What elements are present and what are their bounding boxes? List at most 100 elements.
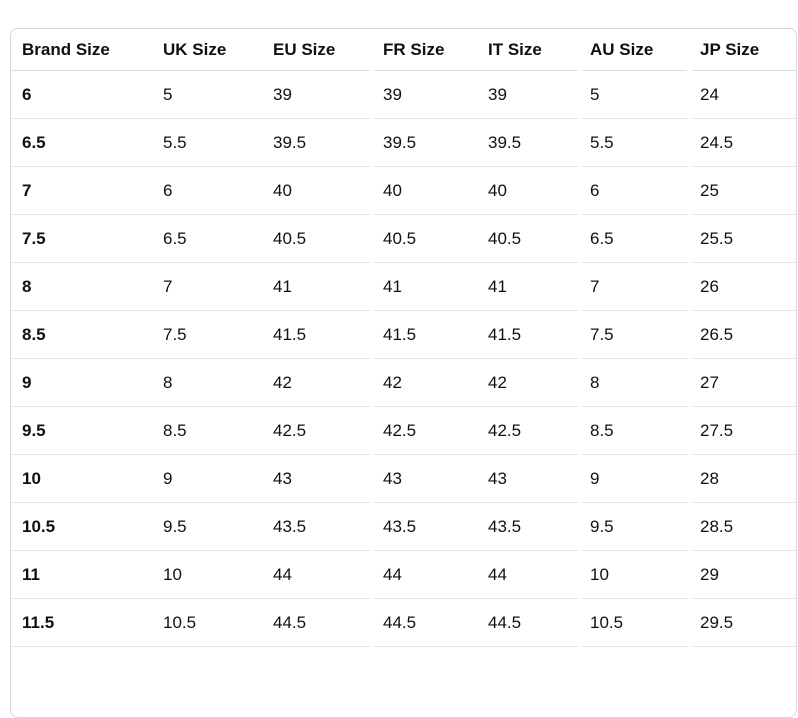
size-cell: 25 xyxy=(687,167,796,215)
size-cell: 44 xyxy=(370,551,477,599)
size-cell: 8 xyxy=(577,359,689,407)
size-cell: 25.5 xyxy=(687,215,796,263)
table-row: 6.5 5.5 39.5 39.5 39.5 5.5 24.5 xyxy=(11,119,796,167)
size-cell: 40 xyxy=(370,167,477,215)
table-row: 8 7 41 41 41 7 26 xyxy=(11,263,796,311)
size-cell: 26.5 xyxy=(687,311,796,359)
size-cell: 39.5 xyxy=(262,119,372,167)
table-row: 11 10 44 44 44 10 29 xyxy=(11,551,796,599)
column-header-au-size: AU Size xyxy=(577,29,689,71)
size-cell: 7.5 xyxy=(577,311,689,359)
brand-size-cell: 9 xyxy=(11,359,152,407)
size-cell: 7 xyxy=(152,263,262,311)
size-cell: 44.5 xyxy=(477,599,579,647)
table-header: Brand Size UK Size EU Size FR Size IT Size AU… xyxy=(11,29,796,71)
table-row: 9 8 42 42 42 8 27 xyxy=(11,359,796,407)
size-cell: 43.5 xyxy=(370,503,477,551)
size-cell: 10.5 xyxy=(577,599,689,647)
size-cell: 24.5 xyxy=(687,119,796,167)
size-cell: 9.5 xyxy=(152,503,262,551)
brand-size-cell: 10 xyxy=(11,455,152,503)
table-row: 7.5 6.5 40.5 40.5 40.5 6.5 25.5 xyxy=(11,215,796,263)
size-cell: 39 xyxy=(370,71,477,119)
size-cell: 41 xyxy=(370,263,477,311)
size-cell: 42.5 xyxy=(477,407,579,455)
size-cell: 43 xyxy=(477,455,579,503)
size-cell: 43.5 xyxy=(262,503,372,551)
size-cell: 41.5 xyxy=(370,311,477,359)
column-header-eu-size: EU Size xyxy=(262,29,372,71)
size-cell: 42 xyxy=(477,359,579,407)
size-cell: 40.5 xyxy=(477,215,579,263)
size-cell: 39 xyxy=(477,71,579,119)
size-cell: 41.5 xyxy=(262,311,372,359)
column-header-fr-size: FR Size xyxy=(370,29,477,71)
size-cell: 6 xyxy=(577,167,689,215)
size-cell: 10 xyxy=(577,551,689,599)
table-body: 6 5 39 39 39 5 24 6.5 5.5 39.5 39.5 39.5 5.5 24.5 7 6 40… xyxy=(11,71,796,647)
table-row: 11.5 10.5 44.5 44.5 44.5 10.5 29.5 xyxy=(11,599,796,647)
size-cell: 10.5 xyxy=(152,599,262,647)
size-cell: 43 xyxy=(370,455,477,503)
size-cell: 7.5 xyxy=(152,311,262,359)
header-row: Brand Size UK Size EU Size FR Size IT Size AU… xyxy=(11,29,796,71)
brand-size-cell: 7 xyxy=(11,167,152,215)
size-cell: 28 xyxy=(687,455,796,503)
size-cell: 6 xyxy=(152,167,262,215)
brand-size-cell: 11.5 xyxy=(11,599,152,647)
brand-size-cell: 8.5 xyxy=(11,311,152,359)
size-cell: 40 xyxy=(477,167,579,215)
size-cell: 41 xyxy=(477,263,579,311)
brand-size-cell: 6.5 xyxy=(11,119,152,167)
size-cell: 40.5 xyxy=(262,215,372,263)
table-row: 7 6 40 40 40 6 25 xyxy=(11,167,796,215)
size-cell: 39 xyxy=(262,71,372,119)
size-cell: 44.5 xyxy=(370,599,477,647)
table-row: 6 5 39 39 39 5 24 xyxy=(11,71,796,119)
size-cell: 40 xyxy=(262,167,372,215)
size-cell: 27.5 xyxy=(687,407,796,455)
size-cell: 42.5 xyxy=(262,407,372,455)
size-cell: 5 xyxy=(152,71,262,119)
brand-size-cell: 7.5 xyxy=(11,215,152,263)
column-header-it-size: IT Size xyxy=(477,29,579,71)
size-cell: 9 xyxy=(577,455,689,503)
size-cell: 43.5 xyxy=(477,503,579,551)
size-cell: 7 xyxy=(577,263,689,311)
size-chart-panel[interactable]: Brand Size UK Size EU Size FR Size IT Size AU… xyxy=(10,28,797,718)
brand-size-cell: 8 xyxy=(11,263,152,311)
size-cell: 39.5 xyxy=(370,119,477,167)
size-cell: 42.5 xyxy=(370,407,477,455)
size-cell: 27 xyxy=(687,359,796,407)
size-cell: 29 xyxy=(687,551,796,599)
size-cell: 41 xyxy=(262,263,372,311)
size-cell: 5.5 xyxy=(152,119,262,167)
size-cell: 44 xyxy=(477,551,579,599)
brand-size-cell: 11 xyxy=(11,551,152,599)
size-cell: 41.5 xyxy=(477,311,579,359)
column-header-uk-size: UK Size xyxy=(152,29,262,71)
size-cell: 42 xyxy=(262,359,372,407)
size-cell: 8.5 xyxy=(152,407,262,455)
size-cell: 10 xyxy=(152,551,262,599)
table-row: 9.5 8.5 42.5 42.5 42.5 8.5 27.5 xyxy=(11,407,796,455)
size-cell: 5.5 xyxy=(577,119,689,167)
brand-size-cell: 9.5 xyxy=(11,407,152,455)
size-cell: 44.5 xyxy=(262,599,372,647)
column-header-jp-size: JP Size xyxy=(687,29,796,71)
size-cell: 8 xyxy=(152,359,262,407)
brand-size-cell: 6 xyxy=(11,71,152,119)
size-cell: 39.5 xyxy=(477,119,579,167)
size-cell: 29.5 xyxy=(687,599,796,647)
table-row: 10.5 9.5 43.5 43.5 43.5 9.5 28.5 xyxy=(11,503,796,551)
size-cell: 26 xyxy=(687,263,796,311)
size-cell: 8.5 xyxy=(577,407,689,455)
table-row: 10 9 43 43 43 9 28 xyxy=(11,455,796,503)
size-conversion-table: Brand Size UK Size EU Size FR Size IT Size AU… xyxy=(11,29,796,647)
size-cell: 9 xyxy=(152,455,262,503)
size-cell: 28.5 xyxy=(687,503,796,551)
brand-size-cell: 10.5 xyxy=(11,503,152,551)
size-cell: 42 xyxy=(370,359,477,407)
size-cell: 40.5 xyxy=(370,215,477,263)
table-row: 8.5 7.5 41.5 41.5 41.5 7.5 26.5 xyxy=(11,311,796,359)
